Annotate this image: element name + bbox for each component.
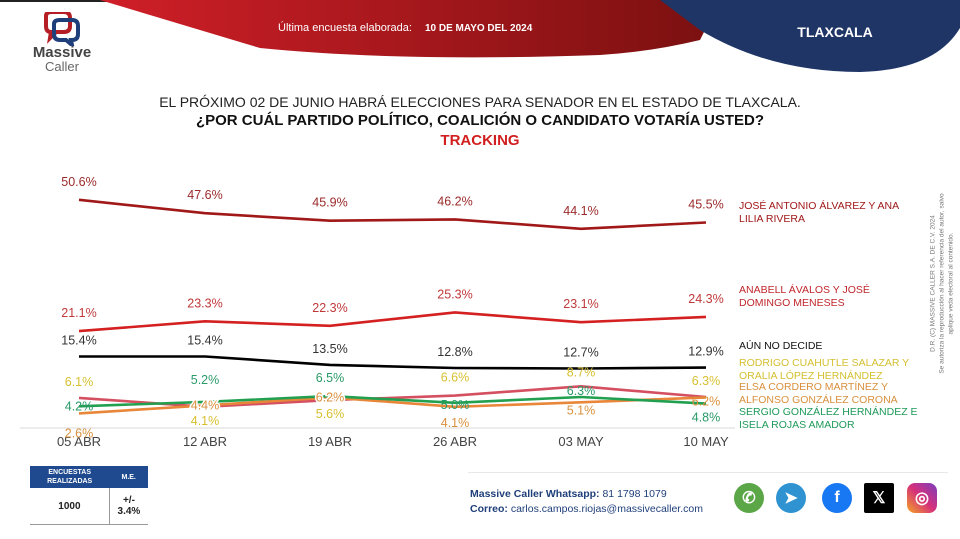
email-label: Correo: (470, 503, 508, 515)
data-label: 45.5% (688, 198, 723, 212)
data-label: 21.1% (61, 306, 96, 320)
surveys-header: ENCUESTAS REALIZADAS (30, 466, 110, 488)
email-address[interactable]: carlos.campos.riojas@massivecaller.com (510, 503, 703, 515)
data-label: 6.2% (316, 390, 345, 404)
copyright-line1: D.R. (C) MASSIVE CALLER S.A. DE C.V. 202… (929, 215, 937, 352)
massive-caller-logo: Massive Caller (28, 10, 96, 74)
x-tick-label: 03 MAY (558, 434, 604, 449)
data-label: 46.2% (437, 194, 472, 208)
data-label: 23.1% (563, 297, 598, 311)
state-name: TLAXCALA (797, 24, 873, 40)
x-tick-label: 26 ABR (433, 434, 477, 449)
legend-item: RODRIGO CUAHUTLE SALAZAR Y ORALIA LÓPEZ … (739, 357, 909, 382)
surveys-value: 1000 (30, 488, 110, 525)
series-line-3 (78, 384, 707, 409)
data-label: 6.5% (316, 371, 345, 385)
whatsapp-icon[interactable]: ✆ (734, 483, 764, 513)
series-line-2 (79, 355, 707, 370)
contact-info: Massive Caller Whatsapp: 81 1798 1079 Co… (470, 487, 703, 517)
data-label: 6.2% (692, 394, 721, 408)
legend-item: ANABELL ÁVALOS Y JOSÉ DOMINGO MENESES (739, 284, 870, 309)
legend-item: ELSA CORDERO MARTÍNEZ Y ALFONSO GONZÁLEZ… (739, 381, 898, 406)
tracking-chart: 05 ABR 12 ABR 19 ABR 26 ABR 03 MAY 10 MAY 50.6… (20, 175, 735, 449)
data-label: 6.1% (65, 375, 94, 389)
data-label: 25.3% (437, 287, 472, 301)
series-line-1 (78, 311, 707, 333)
data-label: 6.3% (692, 374, 721, 388)
data-label: 6.3% (567, 384, 596, 398)
question-intro: EL PRÓXIMO 02 DE JUNIO HABRÁ ELECCIONES … (159, 94, 801, 110)
header-blue-band (660, 0, 960, 72)
data-label: 4.4% (191, 398, 220, 412)
copyright-line2: Se autoriza la reproducción al hacer ref… (938, 193, 955, 374)
data-label: 44.1% (563, 204, 598, 218)
legend-item: AÚN NO DECIDE (739, 340, 823, 352)
data-label: 15.4% (61, 333, 96, 347)
last-survey-info: Última encuesta elaborada: 10 DE MAYO DE… (278, 22, 532, 34)
header-background (0, 0, 960, 72)
whatsapp-label: Massive Caller Whatsapp: (470, 488, 600, 500)
brand-name-line1: Massive (32, 44, 92, 61)
margin-error-value: +/- 3.4% (108, 488, 148, 525)
brand-name-line2: Caller (45, 59, 79, 74)
data-label: 12.7% (563, 345, 598, 359)
last-survey-label: Última encuesta elaborada: (278, 22, 412, 34)
footer-divider (468, 472, 948, 473)
data-label: 4.8% (692, 411, 721, 425)
data-label: 22.3% (312, 301, 347, 315)
survey-stats-table: ENCUESTAS REALIZADAS M.E. 1000 +/- 3.4% (30, 466, 148, 525)
data-label: 13.5% (312, 342, 347, 356)
x-tick-label: 05 ABR (57, 434, 101, 449)
data-label: 45.9% (312, 196, 347, 210)
chart-title: TRACKING (440, 132, 520, 149)
data-label: 2.6% (65, 426, 94, 440)
last-survey-date: 10 DE MAYO DEL 2024 (424, 23, 533, 34)
data-label: 5.1% (567, 403, 596, 417)
x-tick-label: 12 ABR (183, 434, 227, 449)
facebook-icon[interactable]: f (822, 483, 852, 513)
legend-item: SERGIO GONZÁLEZ HERNÁNDEZ E ISELA ROJAS … (739, 406, 918, 431)
logo-mark-icon (44, 12, 80, 46)
data-label: 15.4% (187, 333, 222, 347)
data-label: 4.1% (441, 416, 470, 430)
series-line-0 (78, 198, 707, 231)
header-red-band (100, 0, 720, 58)
telegram-icon[interactable]: ➤ (776, 483, 806, 513)
data-label: 6.6% (441, 371, 470, 385)
data-label: 12.8% (437, 345, 472, 359)
x-tick-label: 19 ABR (308, 434, 352, 449)
data-label: 12.9% (688, 345, 723, 359)
whatsapp-number[interactable]: 81 1798 1079 (602, 488, 667, 500)
data-label: 5.0% (441, 398, 470, 412)
data-label: 4.1% (191, 414, 220, 428)
legend-item: JOSÉ ANTONIO ÁLVAREZ Y ANA LILIA RIVERA (739, 200, 899, 225)
data-label: 5.2% (191, 373, 220, 387)
data-label: 5.6% (316, 407, 345, 421)
data-label: 4.2% (65, 399, 94, 413)
question-title: ¿POR CUÁL PARTIDO POLÍTICO, COALICIÓN O … (195, 112, 765, 129)
x-icon[interactable]: 𝕏 (864, 483, 894, 513)
data-label: 47.6% (187, 188, 222, 202)
data-label: 50.6% (61, 175, 96, 189)
data-label: 24.3% (688, 292, 723, 306)
series-line-4 (78, 396, 707, 415)
x-tick-label: 10 MAY (683, 434, 729, 449)
instagram-icon[interactable]: ◎ (907, 483, 937, 513)
copyright-note: D.R. (C) MASSIVE CALLER S.A. DE C.V. 202… (929, 184, 956, 384)
series-line-5 (78, 394, 707, 408)
data-label: 23.3% (187, 296, 222, 310)
data-label: 8.7% (567, 365, 596, 379)
margin-error-header: M.E. (109, 466, 148, 488)
